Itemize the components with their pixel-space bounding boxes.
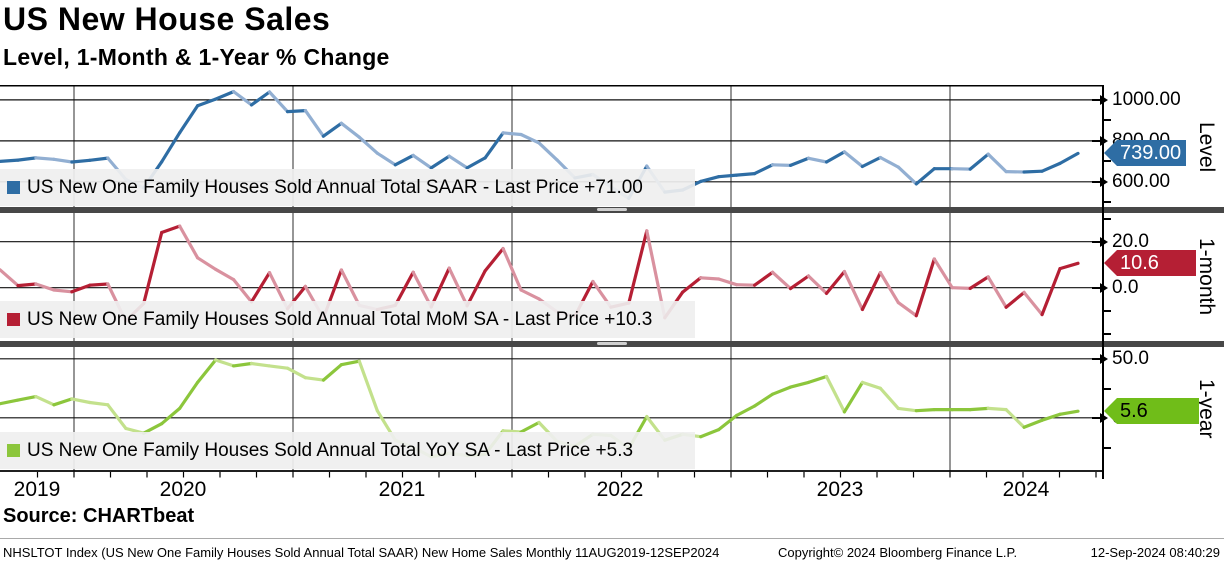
minor-tick xyxy=(1103,333,1111,335)
level-panel-plot xyxy=(0,85,1103,207)
ytick-yoy-50: 50.0 xyxy=(1092,348,1149,369)
minor-tick xyxy=(1103,218,1111,220)
legend-label-one-year: US New One Family Houses Sold Annual Tot… xyxy=(27,439,634,461)
legend-level[interactable]: US New One Family Houses Sold Annual Tot… xyxy=(0,169,695,206)
ytick-level-1000: 1000.00 xyxy=(1092,89,1181,110)
xtick-2021: 2021 xyxy=(378,478,426,501)
ytick-mom-20: 20.0 xyxy=(1092,231,1149,252)
ytick-mom-0: 0.0 xyxy=(1091,277,1139,298)
last-value-badge-one-year: 5.6 xyxy=(1104,398,1199,424)
minor-tick xyxy=(1103,201,1111,203)
legend-label-level: US New One Family Houses Sold Annual Tot… xyxy=(27,176,643,198)
xtick-2020: 2020 xyxy=(159,478,207,501)
footer-divider xyxy=(0,538,1224,539)
minor-tick xyxy=(1103,119,1111,121)
minor-tick xyxy=(1103,310,1111,312)
legend-swatch-one-month xyxy=(7,313,20,326)
footer-timestamp: 12-Sep-2024 08:40:29 xyxy=(1090,545,1220,560)
legend-swatch-one-year xyxy=(7,444,20,457)
footer-ticker-info: NHSLTOT Index (US New One Family Houses … xyxy=(3,545,720,560)
footer-copyright: Copyright© 2024 Bloomberg Finance L.P. xyxy=(778,545,1018,560)
legend-one-year[interactable]: US New One Family Houses Sold Annual Tot… xyxy=(0,432,695,469)
ytick-level-600: 600.00 xyxy=(1091,171,1171,192)
axis-title-level: Level xyxy=(1195,121,1218,173)
minor-tick xyxy=(1103,388,1111,390)
separator-drag-handle[interactable] xyxy=(597,342,627,345)
page-subtitle: Level, 1-Month & 1-Year % Change xyxy=(3,44,390,70)
last-value-badge-level: 739.00 xyxy=(1104,140,1186,166)
minor-tick xyxy=(1103,160,1111,162)
xtick-2022: 2022 xyxy=(596,478,644,501)
last-value-badge-one-month: 10.6 xyxy=(1104,250,1196,276)
legend-one-month[interactable]: US New One Family Houses Sold Annual Tot… xyxy=(0,301,695,338)
right-axis-line xyxy=(1102,85,1104,479)
source-line: Source: CHARTbeat xyxy=(3,505,195,527)
page-title: US New House Sales xyxy=(3,1,331,37)
axis-title-one-month: 1-month xyxy=(1195,238,1218,316)
xtick-2023: 2023 xyxy=(816,478,864,501)
panel-separator xyxy=(0,207,1224,213)
xtick-2019: 2019 xyxy=(13,478,61,501)
minor-tick xyxy=(1103,447,1111,449)
separator-drag-handle[interactable] xyxy=(597,208,627,211)
legend-label-one-month: US New One Family Houses Sold Annual Tot… xyxy=(27,308,653,330)
legend-swatch-level xyxy=(7,181,20,194)
panel-separator xyxy=(0,341,1224,347)
x-axis-ticks xyxy=(36,472,1097,478)
axis-title-one-year: 1-year xyxy=(1195,379,1218,439)
xtick-2024: 2024 xyxy=(1002,478,1050,501)
